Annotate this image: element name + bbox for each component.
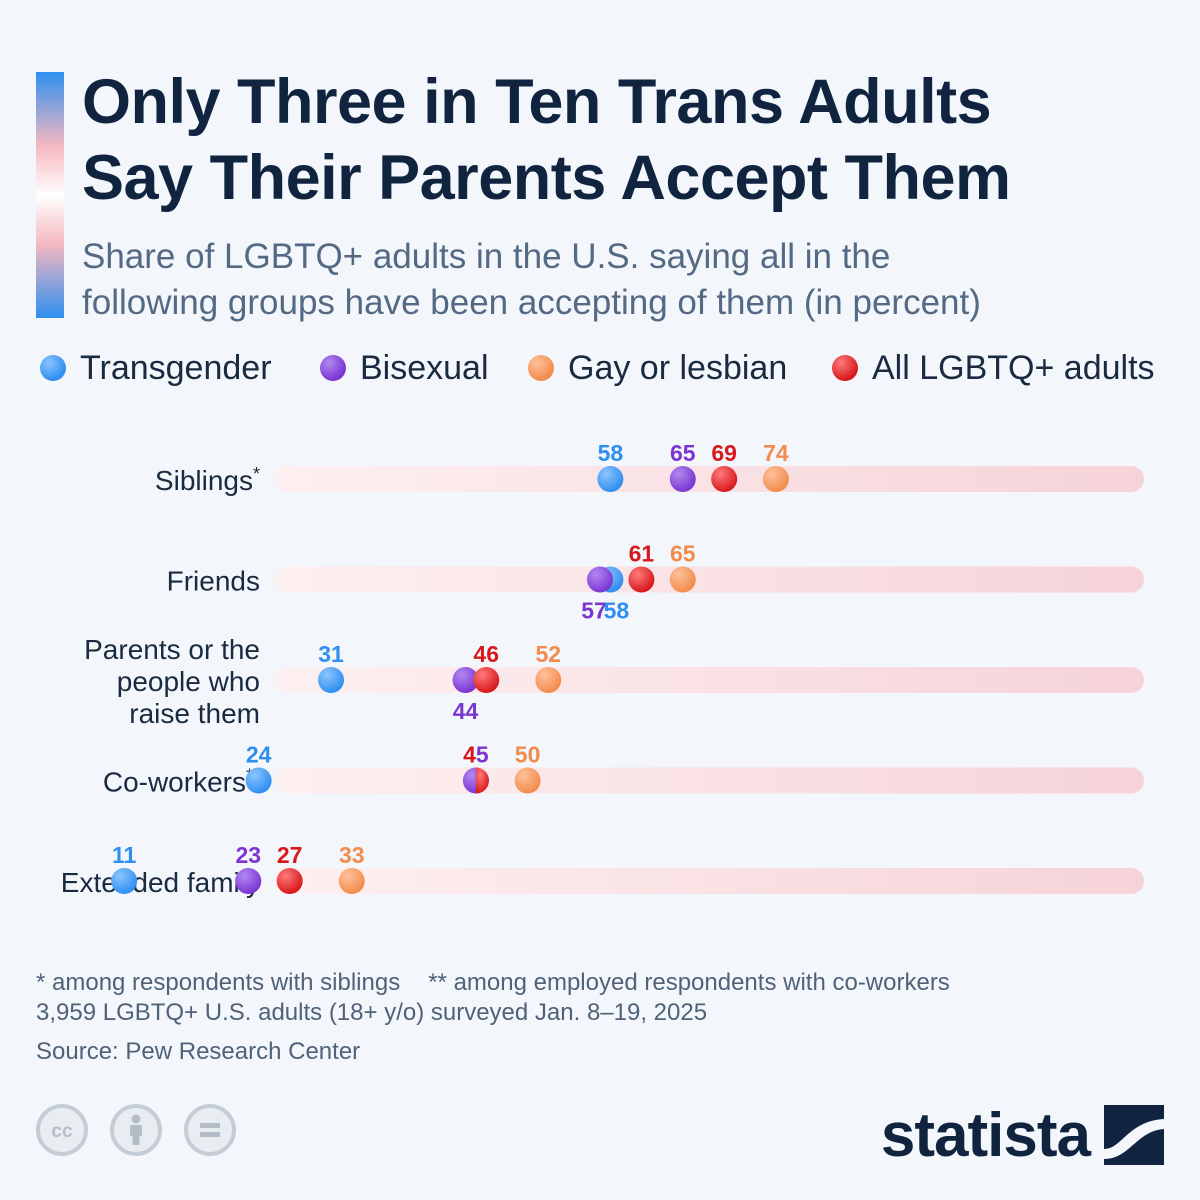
value-label: 45 — [463, 742, 489, 768]
statista-logo-icon — [1104, 1105, 1164, 1165]
data-point — [245, 767, 272, 794]
row-track — [274, 466, 1144, 492]
brand: statista — [881, 1100, 1164, 1170]
data-point — [473, 667, 500, 693]
legend-label: Gay or lesbian — [568, 348, 788, 387]
row-track — [274, 667, 1144, 693]
cc-icon: cc — [36, 1104, 88, 1156]
data-point — [452, 667, 479, 693]
legend-dot — [320, 355, 346, 381]
footnote-row: * among respondents with siblings ** amon… — [36, 968, 1156, 998]
svg-text:cc: cc — [51, 1121, 73, 1142]
data-point — [475, 767, 489, 794]
chart-title: Only Three in Ten Trans Adults Say Their… — [82, 64, 1182, 216]
legend-dot — [528, 355, 554, 381]
legend: Transgender Bisexual Gay or lesbian All … — [40, 346, 1180, 390]
footnotes: * among respondents with siblings ** amon… — [36, 968, 1156, 1028]
legend-label: Bisexual — [360, 348, 489, 387]
data-point — [514, 767, 541, 794]
no-derivatives-icon — [184, 1104, 236, 1156]
data-point — [235, 868, 262, 894]
value-label: 74 — [763, 440, 789, 466]
data-point — [111, 868, 138, 894]
value-label: 58 — [604, 598, 630, 624]
legend-item-all-lgbtq: All LGBTQ+ adults — [832, 346, 1155, 390]
subtitle-line: following groups have been accepting of … — [82, 283, 981, 322]
value-label: 44 — [453, 698, 479, 724]
value-label: 46 — [473, 641, 499, 667]
value-label: 69 — [711, 440, 737, 466]
value-label: 58 — [598, 440, 624, 466]
title-line: Say Their Parents Accept Them — [82, 143, 1011, 213]
accent-bar — [36, 72, 64, 318]
value-label: 65 — [670, 541, 696, 567]
data-point — [535, 667, 562, 693]
data-point — [318, 667, 345, 693]
chart-subtitle: Share of LGBTQ+ adults in the U.S. sayin… — [82, 234, 1182, 326]
data-point — [762, 466, 789, 492]
value-label: 11 — [112, 842, 137, 868]
value-label: 50 — [515, 742, 541, 768]
value-label: 52 — [535, 641, 561, 667]
value-label: 61 — [629, 541, 655, 567]
value-label: 27 — [277, 842, 303, 868]
category-label: Co-workers** — [103, 766, 260, 798]
value-label: 57 — [581, 598, 607, 624]
source: Source: Pew Research Center — [36, 1038, 361, 1065]
data-point — [338, 868, 365, 894]
row-track — [274, 566, 1144, 593]
row-track — [274, 868, 1144, 894]
legend-label: Transgender — [80, 348, 272, 387]
data-point — [587, 566, 614, 593]
category-label: Siblings* — [155, 464, 260, 496]
data-point — [597, 466, 624, 492]
footnote-coworkers: ** among employed respondents with co-wo… — [428, 969, 950, 996]
value-label: 31 — [318, 641, 344, 667]
row-track — [274, 767, 1144, 794]
data-point — [669, 466, 696, 492]
value-label: 33 — [339, 842, 365, 868]
legend-item-transgender: Transgender — [40, 346, 272, 390]
data-point — [276, 868, 303, 894]
footnote-survey: 3,959 LGBTQ+ U.S. adults (18+ y/o) surve… — [36, 999, 708, 1026]
legend-dot — [832, 355, 858, 381]
value-label: 65 — [670, 440, 696, 466]
legend-item-bisexual: Bisexual — [320, 346, 489, 390]
data-point — [711, 466, 738, 492]
legend-dot — [40, 355, 66, 381]
data-point — [628, 566, 655, 593]
footnote-siblings: * among respondents with siblings — [36, 969, 401, 996]
legend-label: All LGBTQ+ adults — [872, 348, 1155, 387]
subtitle-line: Share of LGBTQ+ adults in the U.S. sayin… — [82, 237, 891, 276]
category-label: Friends — [167, 566, 260, 597]
attribution-icon — [110, 1104, 162, 1156]
data-point — [669, 566, 696, 593]
category-label: Parents or the people who raise them — [84, 634, 260, 729]
value-label: 23 — [235, 842, 261, 868]
category-label: Extended family — [61, 867, 260, 898]
brand-name: statista — [880, 1100, 1091, 1170]
title-line: Only Three in Ten Trans Adults — [82, 67, 992, 137]
legend-item-gay-or-lesbian: Gay or lesbian — [528, 346, 787, 390]
value-label: 24 — [246, 742, 272, 768]
